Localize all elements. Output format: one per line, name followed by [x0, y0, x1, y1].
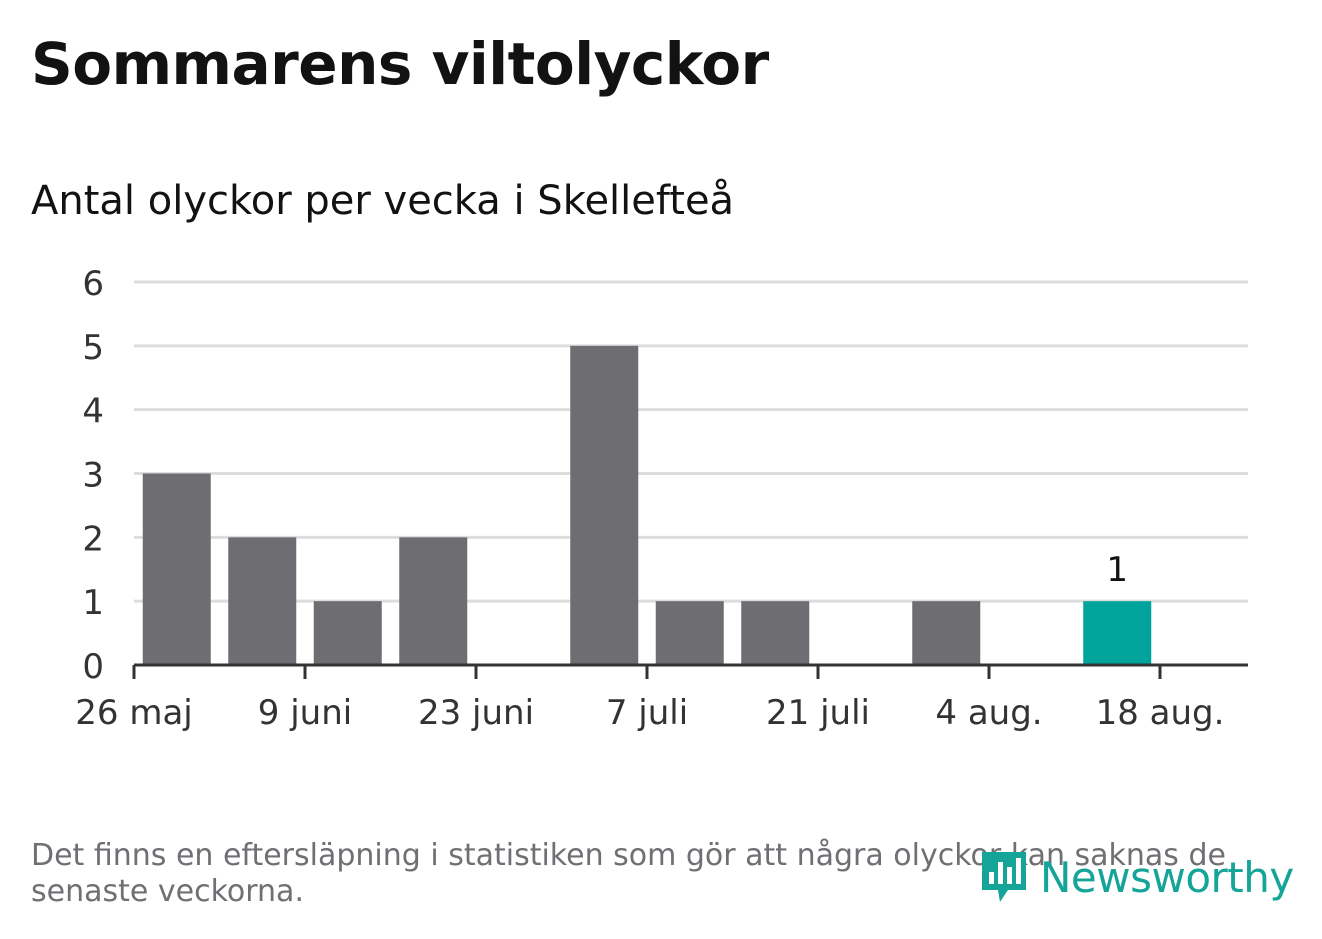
y-tick-label: 6 — [82, 264, 104, 304]
newsworthy-logo-icon — [982, 852, 1026, 902]
x-tick-label: 21 juli — [766, 693, 870, 733]
chart-title: Sommarens viltolyckor — [31, 30, 769, 98]
x-tick-label: 23 juni — [418, 693, 534, 733]
bar — [313, 601, 382, 665]
x-tick-label: 9 juni — [258, 693, 352, 733]
data-label: 1 — [1106, 550, 1128, 590]
y-tick-label: 3 — [82, 456, 104, 496]
bar — [741, 601, 810, 665]
bar — [228, 537, 297, 665]
y-tick-label: 5 — [82, 328, 104, 368]
y-tick-label: 1 — [82, 583, 104, 623]
bar — [399, 537, 468, 665]
newsworthy-logo: Newsworthy — [978, 848, 1294, 906]
x-tick-label: 26 maj — [75, 693, 192, 733]
x-tick-label: 4 aug. — [935, 693, 1042, 733]
newsworthy-logo-text: Newsworthy — [1040, 852, 1294, 902]
bar — [912, 601, 981, 665]
y-tick-label: 2 — [82, 519, 104, 559]
footnote: Det finns en eftersläpning i statistiken… — [31, 838, 1226, 909]
chart-subtitle: Antal olyckor per vecka i Skellefteå — [31, 178, 735, 224]
x-tick-label: 18 aug. — [1096, 693, 1225, 733]
x-tick-label: 7 juli — [606, 693, 688, 733]
y-tick-label: 4 — [82, 392, 104, 432]
y-tick-label: 0 — [82, 647, 104, 687]
bar — [1083, 601, 1152, 665]
bar — [655, 601, 724, 665]
bar — [142, 473, 211, 665]
bar — [570, 345, 639, 665]
bar-chart: 0 1 2 3 4 5 6 1 26 maj 9 juni 23 juni 7 juli 21 juli… — [75, 264, 1248, 733]
